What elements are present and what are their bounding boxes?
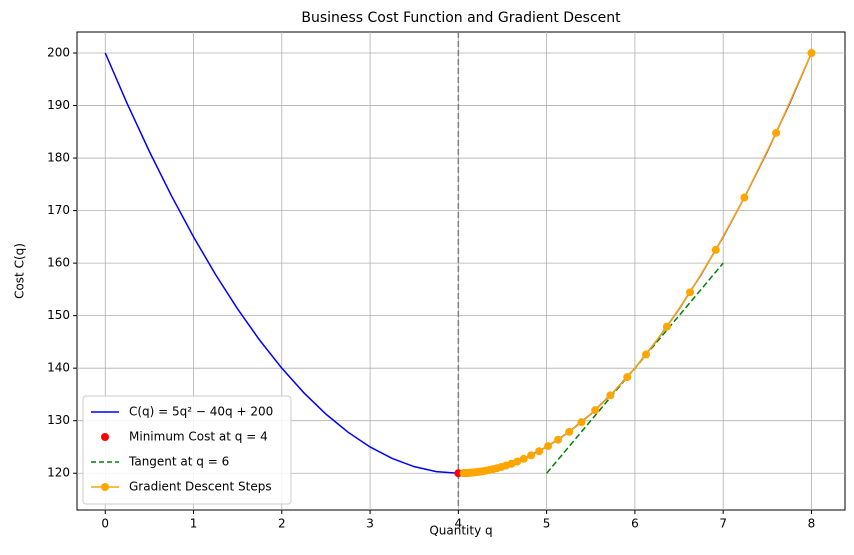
- plot-frame: [76, 31, 846, 511]
- y-tick-label: 190: [47, 98, 70, 112]
- y-tick-label: 130: [47, 413, 70, 427]
- legend-marker: [101, 433, 109, 441]
- x-tick-label: 0: [101, 517, 109, 531]
- legend-label: Tangent at q = 6: [128, 455, 229, 469]
- legend-label: C(q) = 5q² − 40q + 200: [129, 405, 273, 419]
- x-tick-label: 1: [190, 517, 198, 531]
- x-tick-label: 8: [808, 517, 816, 531]
- legend-marker: [101, 483, 109, 491]
- y-tick-label: 140: [47, 361, 70, 375]
- descent-point: [662, 322, 671, 331]
- descent-point: [623, 373, 632, 382]
- descent-point: [527, 451, 536, 460]
- y-tick-label: 170: [47, 203, 70, 217]
- x-tick-label: 5: [543, 517, 551, 531]
- descent-point: [554, 435, 563, 444]
- x-tick-label: 4: [455, 517, 463, 531]
- x-tick-label: 2: [278, 517, 286, 531]
- descent-point: [686, 288, 695, 297]
- y-tick-label: 180: [47, 151, 70, 165]
- x-axis-label: Quantity q: [429, 524, 492, 538]
- descent-point: [642, 350, 651, 359]
- descent-point: [544, 442, 553, 451]
- y-axis-label: Cost C(q): [13, 243, 27, 299]
- descent-point: [535, 447, 544, 456]
- descent-point: [740, 193, 749, 202]
- descent-point: [807, 49, 816, 58]
- legend-label: Minimum Cost at q = 4: [129, 430, 268, 444]
- descent-point: [772, 128, 781, 137]
- legend-label: Gradient Descent Steps: [129, 480, 272, 494]
- descent-point: [459, 469, 468, 478]
- y-tick-label: 120: [47, 466, 70, 480]
- y-tick-label: 200: [47, 46, 70, 60]
- descent-point: [711, 245, 720, 254]
- chart-title: Business Cost Function and Gradient Desc…: [301, 10, 621, 26]
- x-tick-label: 3: [366, 517, 374, 531]
- legend-box: [82, 395, 292, 505]
- descent-point: [565, 427, 574, 436]
- y-tick-label: 160: [47, 256, 70, 270]
- descent-point: [606, 391, 615, 400]
- descent-point: [577, 418, 586, 427]
- x-tick-label: 7: [719, 517, 727, 531]
- descent-point: [519, 454, 528, 463]
- x-tick-label: 6: [631, 517, 639, 531]
- y-tick-label: 150: [47, 308, 70, 322]
- descent-point: [591, 406, 600, 415]
